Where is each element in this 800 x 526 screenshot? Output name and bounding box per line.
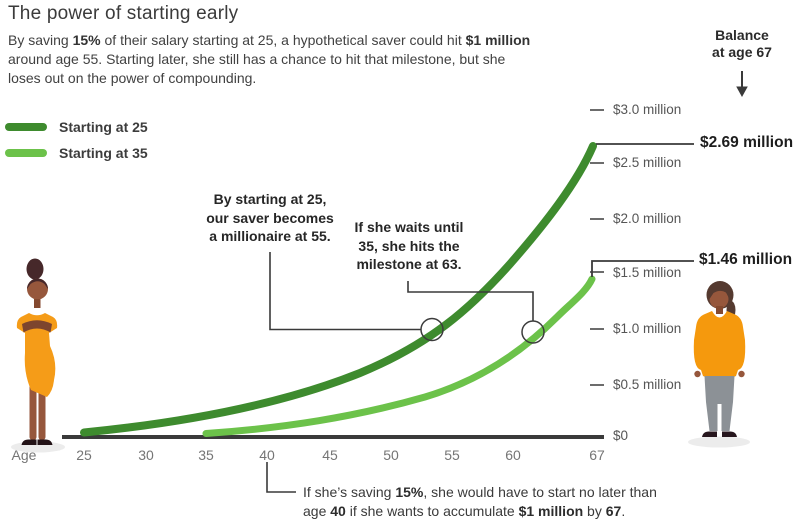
milestone-marker-age-63	[521, 320, 545, 344]
x-tick-label-25: 25	[76, 447, 92, 463]
legend-item-starting-at-35: Starting at 35	[5, 145, 148, 161]
annotation-millionaire-at-55: By starting at 25, our saver becomes a m…	[206, 191, 334, 244]
x-tick-label-50: 50	[383, 447, 399, 463]
young-saver-illustration	[11, 258, 65, 453]
balance-at-67-header: Balance at age 67	[712, 27, 772, 60]
x-tick-label-35: 35	[198, 447, 214, 463]
milestone-marker-age-55	[420, 317, 444, 342]
annotation-start-by-40: If she’s saving 15%, she would have to s…	[303, 483, 657, 521]
down-arrow-icon	[736, 71, 748, 97]
curve-starting-at-35	[202, 275, 596, 437]
legend-label-starting-at-25: Starting at 25	[59, 119, 148, 135]
x-tick-label-55: 55	[444, 447, 460, 463]
x-tick-label-67: 67	[589, 447, 605, 463]
y-axis-ticks	[590, 109, 604, 386]
note-line-1: If she’s saving 15%, she would have to s…	[303, 484, 657, 500]
subtitle-line-1: By saving 15% of their salary starting a…	[8, 32, 531, 48]
y-tick-label-3-0: $3.0 million	[613, 102, 682, 117]
subtitle-line-2: around age 55. Starting later, she still…	[8, 51, 506, 67]
legend-swatch-light-green	[5, 149, 47, 157]
connector-start-by-40	[266, 462, 296, 493]
y-tick-label-2-0: $2.0 million	[613, 211, 682, 226]
page-title: The power of starting early	[8, 3, 239, 24]
older-saver-illustration	[688, 281, 750, 448]
x-tick-label-45: 45	[322, 447, 338, 463]
y-tick-label-1-0: $1.0 million	[613, 321, 682, 336]
x-tick-label-40: 40	[259, 447, 275, 463]
y-tick-label-0: $0	[613, 428, 629, 443]
y-tick-label-2-5: $2.5 million	[613, 155, 682, 170]
x-tick-label-60: 60	[505, 447, 521, 463]
y-tick-label-1-5: $1.5 million	[613, 265, 682, 280]
x-tick-label-30: 30	[138, 447, 154, 463]
connector-milestone-at-63	[407, 281, 534, 321]
callout-balance-starting-25: $2.69 million	[700, 134, 794, 151]
annotation-milestone-at-63: If she waits until 35, she hits the mile…	[354, 219, 464, 272]
subtitle: By saving 15% of their salary starting a…	[8, 31, 568, 88]
note-line-2: age 40 if she wants to accumulate $1 mil…	[303, 503, 626, 519]
y-tick-label-0-5: $0.5 million	[613, 377, 682, 392]
legend-item-starting-at-25: Starting at 25	[5, 119, 148, 135]
legend-label-starting-at-35: Starting at 35	[59, 145, 148, 161]
subtitle-line-3: loses out on the power of compounding.	[8, 70, 257, 86]
callout-balance-starting-35: $1.46 million	[699, 251, 793, 268]
curve-starting-at-25	[80, 142, 597, 437]
legend-swatch-dark-green	[5, 123, 47, 131]
